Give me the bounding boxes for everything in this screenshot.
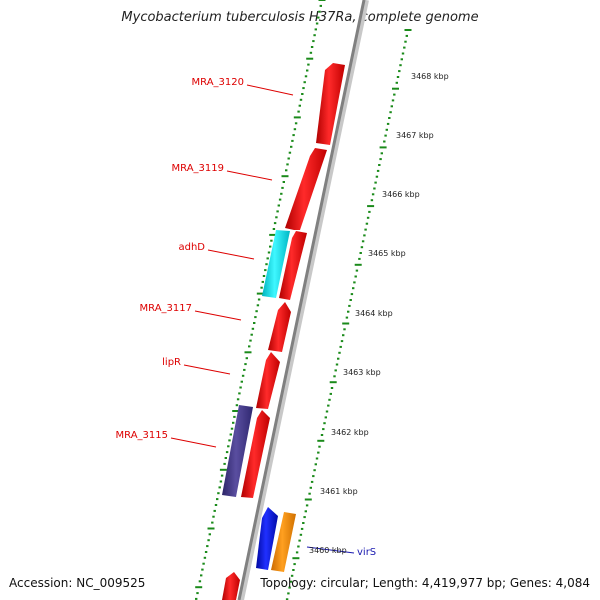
gene-label-lipr[interactable]: lipR bbox=[162, 357, 181, 368]
gene-label-mra3119[interactable]: MRA_3119 bbox=[172, 163, 224, 174]
cds-arrow[interactable] bbox=[241, 410, 270, 498]
cds-arrow[interactable] bbox=[222, 572, 240, 600]
gene-label-adhd[interactable]: adhD bbox=[178, 242, 205, 253]
gene-label-mra3115[interactable]: MRA_3115 bbox=[116, 430, 168, 441]
genome-backbone bbox=[237, 0, 366, 600]
cds-arrow[interactable] bbox=[279, 231, 307, 300]
cds-arrow[interactable] bbox=[256, 352, 280, 409]
scale-label: 3463 kbp bbox=[343, 368, 381, 377]
orange-block[interactable] bbox=[271, 512, 296, 572]
cds-arrow[interactable] bbox=[285, 148, 327, 230]
scale-label: 3468 kbp bbox=[411, 72, 449, 81]
blue-block[interactable] bbox=[256, 507, 278, 570]
virs-leader bbox=[306, 546, 355, 554]
scale-label: 3467 kbp bbox=[396, 131, 434, 140]
tick-tracks bbox=[195, 0, 412, 600]
gene-label-mra3117[interactable]: MRA_3117 bbox=[140, 303, 192, 314]
cds-arrow[interactable] bbox=[316, 63, 345, 145]
backbone-shadow bbox=[238, 0, 369, 600]
accession-text: Accession: NC_009525 bbox=[9, 576, 146, 590]
scale-label: 3462 kbp bbox=[331, 428, 369, 437]
gene-label-virs[interactable]: virS bbox=[357, 547, 376, 558]
feature-track bbox=[222, 63, 345, 600]
summary-text: Topology: circular; Length: 4,419,977 bp… bbox=[260, 576, 590, 590]
scale-label: 3460 kbp bbox=[309, 546, 347, 555]
scale-label: 3464 kbp bbox=[355, 309, 393, 318]
scale-label: 3461 kbp bbox=[320, 487, 358, 496]
map-title: Mycobacterium tuberculosis H37Ra, comple… bbox=[121, 10, 479, 25]
adhD-block[interactable] bbox=[262, 230, 290, 298]
scale-label: 3466 kbp bbox=[382, 190, 420, 199]
scale-label: 3465 kbp bbox=[368, 249, 406, 258]
mra3115-block[interactable] bbox=[222, 405, 253, 497]
label-leaders bbox=[170, 84, 294, 448]
cds-arrow[interactable] bbox=[268, 302, 291, 352]
gene-label-mra3120[interactable]: MRA_3120 bbox=[192, 77, 244, 88]
